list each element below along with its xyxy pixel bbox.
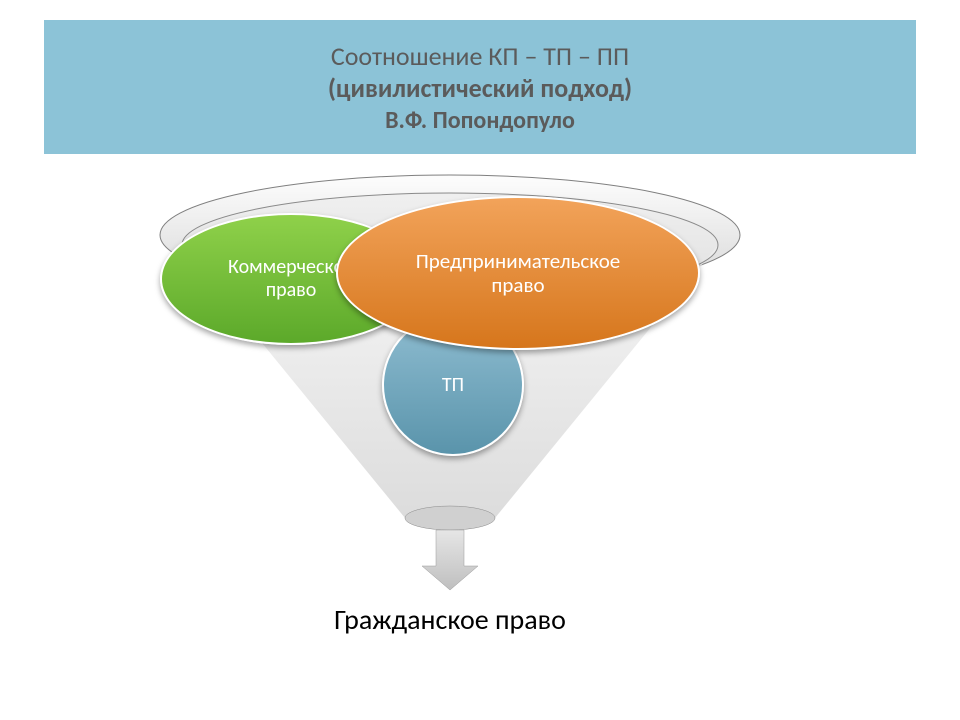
funnel-base: [405, 506, 495, 530]
output-label: Гражданское право: [250, 602, 650, 637]
bubble-tp-label: ТП: [442, 374, 464, 397]
bubble-entrepreneurial-law: Предпринимательское право: [336, 196, 700, 350]
bubble-entrepreneurial-law-label-2: право: [491, 273, 544, 297]
bubble-commercial-law-label-1: Коммерческое: [228, 256, 354, 279]
bubble-commercial-law-label-2: право: [266, 279, 317, 302]
bubble-entrepreneurial-law-label-1: Предпринимательское: [416, 249, 621, 273]
down-arrow-icon: [422, 530, 478, 590]
